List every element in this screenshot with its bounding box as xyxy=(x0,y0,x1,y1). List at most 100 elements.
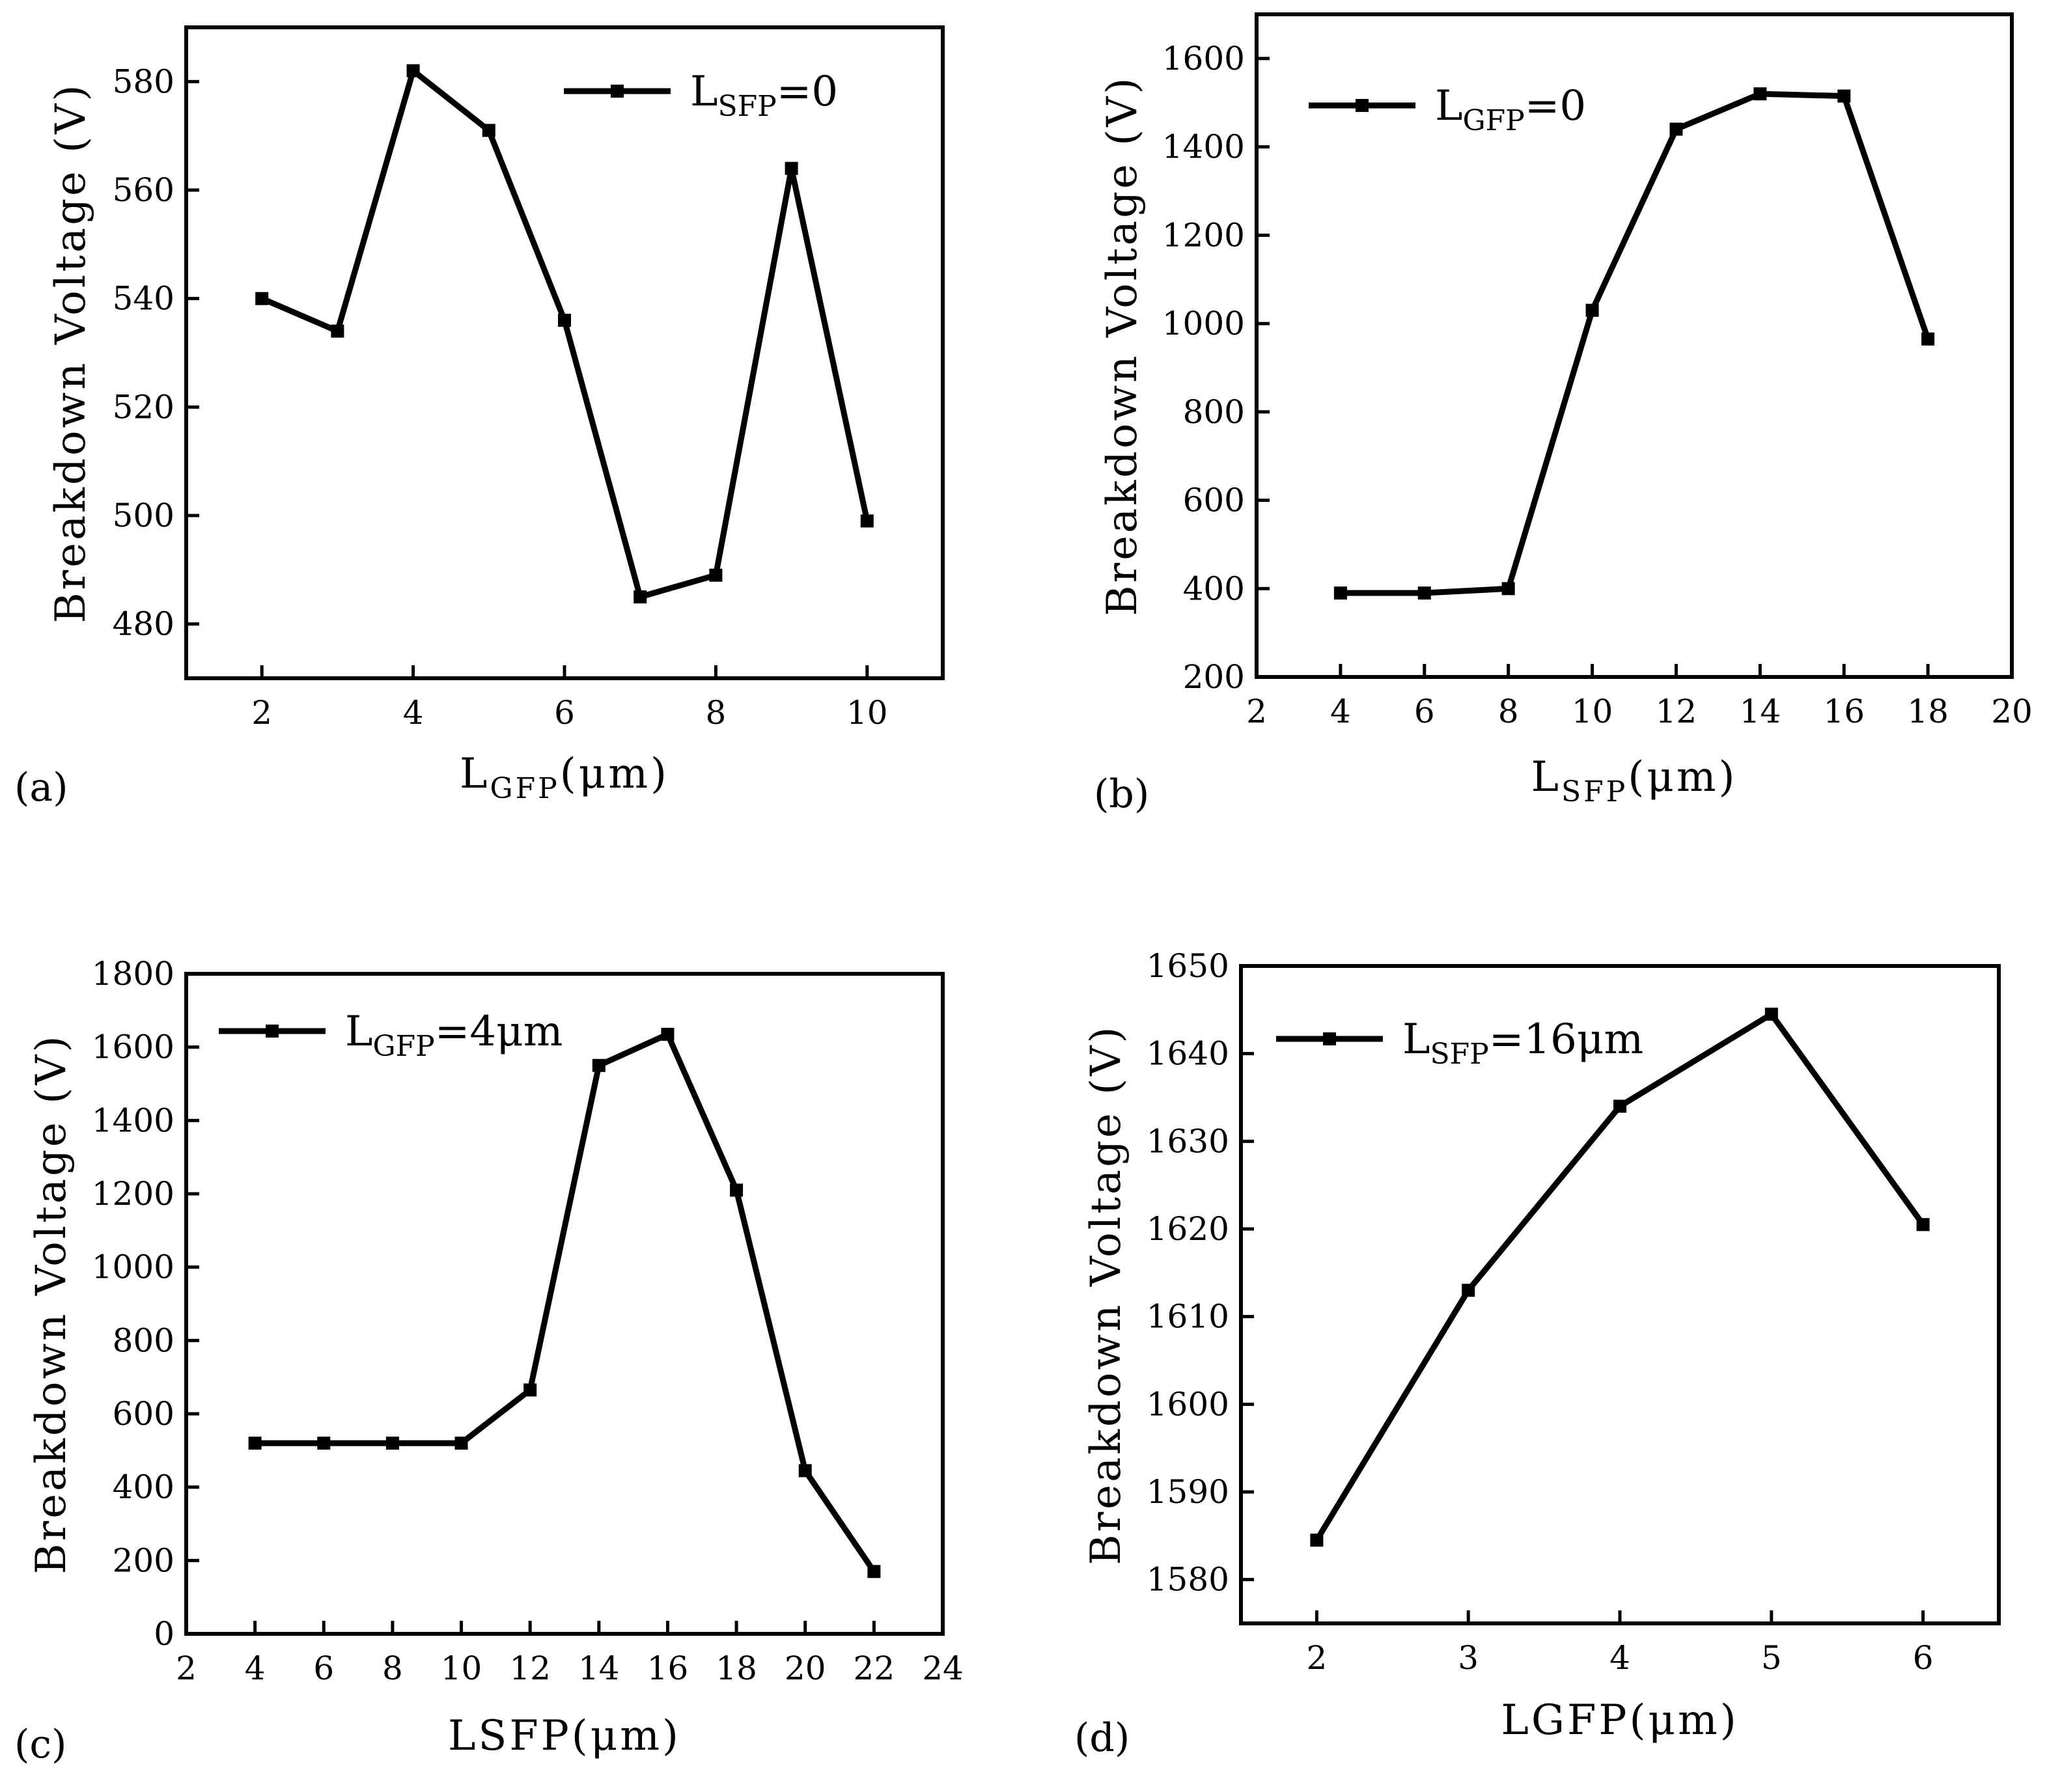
data-point xyxy=(1501,582,1515,596)
x-tick-label: 10 xyxy=(1572,693,1613,730)
legend-main: L xyxy=(1402,1015,1430,1064)
legend-main: L xyxy=(690,68,718,116)
legend-sub: SFP xyxy=(718,90,777,123)
x-axis-title: LSFP(μm) xyxy=(448,1712,681,1760)
x-axis-title: LGFP(μm) xyxy=(1501,1696,1738,1744)
data-point xyxy=(331,324,344,338)
x-tick-label: 10 xyxy=(846,694,888,732)
plot-frame xyxy=(184,972,945,1636)
x-axis-title-unit: (μm) xyxy=(1628,753,1737,801)
data-point xyxy=(1417,586,1431,600)
y-tick-label: 1800 xyxy=(92,955,174,993)
y-tick-label: 200 xyxy=(113,1541,174,1579)
legend-sub: SFP xyxy=(1430,1038,1489,1071)
legend-text: LGFP=0 xyxy=(1435,82,1586,137)
data-point xyxy=(454,1437,468,1450)
x-axis-title-main: LSFP xyxy=(448,1712,572,1760)
chart-panel-3: 2 4 6 8 10 12 14 16 18 20 22 2402004006008001000120… xyxy=(14,955,964,1767)
x-tick-label: 2 xyxy=(1246,693,1267,730)
data-point xyxy=(255,292,269,305)
x-axis-title-sub: SFP xyxy=(1561,775,1628,808)
x-tick-label: 4 xyxy=(1609,1639,1630,1677)
chart-panel-2: 2 4 6 8 10 12 14 16 18 20 200 400 600 800 1000 1200 1400… xyxy=(1094,12,2033,817)
y-axis-title: Breakdown Voltage (V) xyxy=(27,1034,76,1575)
panel-label: (c) xyxy=(14,1722,66,1767)
y-tick-label: 500 xyxy=(113,497,174,534)
legend-marker xyxy=(1323,1032,1336,1045)
legend-rest: =0 xyxy=(1525,82,1586,130)
y-tick-label: 0 xyxy=(154,1615,174,1653)
data-point xyxy=(709,568,723,582)
y-tick-label: 560 xyxy=(113,171,174,209)
x-tick-label: 10 xyxy=(441,1649,482,1687)
x-axis-title-main: LGFP xyxy=(1501,1696,1629,1744)
data-point xyxy=(1613,1099,1626,1113)
y-tick-label: 1600 xyxy=(92,1028,174,1066)
data-point xyxy=(1764,1008,1778,1021)
x-axis-title-main: L xyxy=(460,750,490,798)
x-tick-label: 6 xyxy=(554,694,575,732)
panel-label: (a) xyxy=(14,765,68,810)
x-tick-label: 12 xyxy=(1656,693,1697,730)
y-tick-label: 1400 xyxy=(1162,128,1245,166)
data-point xyxy=(1669,122,1683,136)
x-tick-label: 12 xyxy=(509,1649,551,1687)
y-tick-label: 1000 xyxy=(1162,305,1245,342)
x-axis-title: LGFP(μm) xyxy=(460,750,669,805)
data-point xyxy=(798,1464,812,1478)
x-tick-label: 6 xyxy=(313,1649,334,1687)
y-tick-label: 1620 xyxy=(1147,1210,1229,1248)
y-tick-label: 1590 xyxy=(1147,1473,1229,1511)
y-tick-label: 580 xyxy=(113,62,174,100)
legend-marker xyxy=(611,85,624,98)
data-point xyxy=(1916,1218,1930,1232)
y-axis-title: Breakdown Voltage (V) xyxy=(47,83,95,624)
plot-frame xyxy=(1255,12,2014,679)
data-point xyxy=(406,64,420,77)
x-tick-label: 4 xyxy=(403,694,424,732)
y-tick-label: 480 xyxy=(113,605,174,643)
data-point xyxy=(523,1383,537,1397)
x-axis-title: LSFP(μm) xyxy=(1531,753,1738,808)
x-tick-label: 6 xyxy=(1414,693,1435,730)
y-tick-label: 200 xyxy=(1183,658,1245,696)
y-tick-label: 1580 xyxy=(1147,1561,1229,1599)
x-tick-label: 2 xyxy=(1306,1639,1327,1677)
data-point xyxy=(482,124,495,137)
x-tick-label: 18 xyxy=(1907,693,1949,730)
x-tick-label: 20 xyxy=(1991,693,2033,730)
series-line xyxy=(260,65,870,601)
data-point xyxy=(1837,89,1851,103)
data-point xyxy=(558,314,571,327)
x-tick-label: 22 xyxy=(854,1649,895,1687)
legend-rest: =16μm xyxy=(1489,1015,1643,1064)
legend-main: L xyxy=(345,1008,373,1056)
data-point xyxy=(592,1058,606,1072)
y-axis-title: Breakdown Voltage (V) xyxy=(1098,76,1147,616)
x-tick-label: 16 xyxy=(647,1649,689,1687)
data-point xyxy=(867,1565,881,1578)
data-point xyxy=(785,161,798,175)
data-point xyxy=(1753,87,1767,101)
y-tick-label: 600 xyxy=(113,1395,174,1433)
y-tick-label: 1600 xyxy=(1162,40,1245,77)
y-tick-label: 800 xyxy=(1183,393,1245,431)
legend-sub: GFP xyxy=(1463,104,1525,137)
data-point xyxy=(1462,1284,1475,1297)
data-point xyxy=(1585,303,1599,317)
y-axis-title: Breakdown Voltage (V) xyxy=(1082,1025,1130,1565)
y-tick-label: 1640 xyxy=(1147,1035,1229,1073)
legend-rest: =4μm xyxy=(435,1008,563,1056)
x-tick-label: 24 xyxy=(922,1649,964,1687)
x-tick-label: 8 xyxy=(705,694,726,732)
data-point xyxy=(248,1437,262,1450)
x-tick-label: 6 xyxy=(1913,1639,1934,1677)
x-tick-label: 5 xyxy=(1761,1639,1782,1677)
legend-main: L xyxy=(1435,82,1463,130)
y-tick-label: 540 xyxy=(113,280,174,318)
x-tick-label: 3 xyxy=(1458,1639,1479,1677)
y-tick-label: 1610 xyxy=(1147,1298,1229,1336)
data-point xyxy=(730,1183,744,1197)
